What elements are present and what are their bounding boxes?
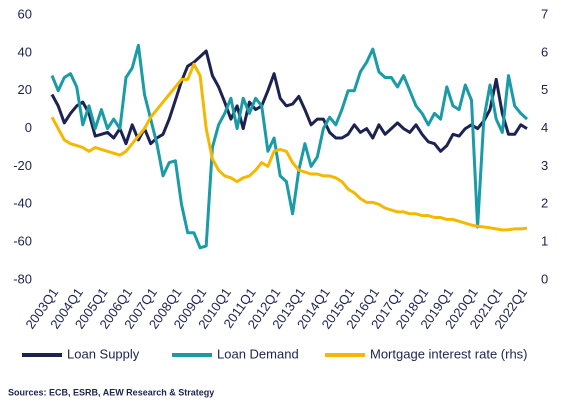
y-tick-label: 20 xyxy=(18,82,32,97)
y2-tick-label: 2 xyxy=(541,196,548,211)
y2-tick-label: 5 xyxy=(541,82,548,97)
y2-tick-label: 1 xyxy=(541,234,548,249)
y2-tick-label: 4 xyxy=(541,120,548,135)
legend-label: Mortgage interest rate (rhs) xyxy=(370,346,528,361)
series-line xyxy=(50,62,528,232)
y2-tick-label: 6 xyxy=(541,44,548,59)
series-line xyxy=(50,43,529,250)
series-line xyxy=(50,49,528,153)
legend-label: Loan Supply xyxy=(67,346,140,361)
y-tick-label: -40 xyxy=(13,196,32,211)
y-tick-label: 40 xyxy=(18,44,32,59)
y-tick-label: -20 xyxy=(13,158,32,173)
y2-tick-label: 0 xyxy=(541,271,548,286)
source-note: Sources: ECB, ESRB, AEW Research & Strat… xyxy=(8,387,214,397)
y-tick-label: -60 xyxy=(13,234,32,249)
y2-tick-label: 7 xyxy=(541,6,548,21)
legend-label: Loan Demand xyxy=(217,346,299,361)
y-tick-label: 0 xyxy=(25,120,32,135)
y-tick-label: -80 xyxy=(13,271,32,286)
y-tick-label: 60 xyxy=(18,6,32,21)
y2-tick-label: 3 xyxy=(541,158,548,173)
